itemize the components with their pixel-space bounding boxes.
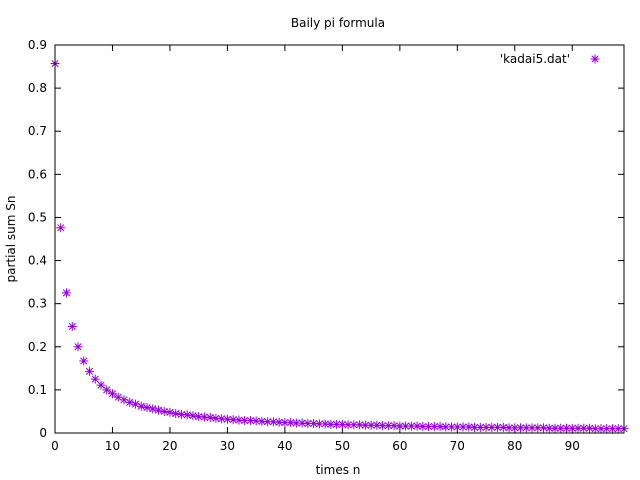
- legend-marker-symbol: [590, 54, 600, 64]
- data-point: [153, 405, 163, 415]
- data-point: [608, 424, 618, 434]
- axis-ticks: 0 10 20 30 40 50 60 70 80 90 0 0.1 0.2 0.3 0.4 0.5 0.6 0.…: [28, 38, 624, 453]
- data-point: [194, 412, 204, 422]
- data-point: [79, 356, 89, 366]
- data-point: [56, 223, 66, 233]
- y-tick-label: 0.6: [28, 167, 47, 181]
- x-tick-label: 90: [565, 439, 580, 453]
- data-point: [188, 411, 198, 421]
- x-tick-label: 80: [507, 439, 522, 453]
- y-tick-label: 0.9: [28, 38, 47, 52]
- x-tick-label: 20: [162, 439, 177, 453]
- x-tick-label: 10: [105, 439, 120, 453]
- data-point: [159, 406, 169, 416]
- data-point: [418, 422, 428, 432]
- data-point: [303, 419, 313, 429]
- data-point: [205, 412, 215, 422]
- data-point: [452, 422, 462, 432]
- y-axis-label: partial sum Sn: [4, 195, 18, 282]
- data-point: [251, 416, 261, 426]
- data-point: [355, 420, 365, 430]
- data-point: [125, 397, 135, 407]
- data-point: [165, 407, 175, 417]
- legend: 'kadai5.dat': [500, 52, 600, 66]
- y-tick-label: 0.4: [28, 254, 47, 268]
- data-point: [96, 380, 106, 390]
- data-point: [590, 424, 600, 434]
- data-point: [349, 420, 359, 430]
- y-tick-label: 0: [39, 426, 47, 440]
- plot-border: [54, 44, 625, 434]
- data-point: [326, 419, 336, 429]
- x-axis-label: times n: [316, 463, 361, 477]
- data-point: [136, 401, 146, 411]
- x-tick-label: 50: [335, 439, 350, 453]
- data-point: [148, 404, 158, 414]
- data-point: [320, 419, 330, 429]
- y-tick-label: 0.1: [28, 383, 47, 397]
- data-point: [107, 389, 117, 399]
- data-point: [550, 423, 560, 433]
- x-tick-label: 40: [277, 439, 292, 453]
- legend-marker: [590, 54, 600, 64]
- x-tick-label: 30: [220, 439, 235, 453]
- data-point: [182, 410, 192, 420]
- data-point: [171, 409, 181, 419]
- data-point: [61, 288, 71, 298]
- y-tick-label: 0.5: [28, 210, 47, 224]
- data-point: [142, 403, 152, 413]
- data-point: [562, 423, 572, 433]
- data-point: [539, 423, 549, 433]
- data-point: [245, 415, 255, 425]
- data-point: [263, 417, 273, 427]
- y-tick-label: 0.8: [28, 81, 47, 95]
- legend-label: 'kadai5.dat': [500, 52, 570, 66]
- y-tick-label: 0.7: [28, 124, 47, 138]
- x-tick-label: 0: [51, 439, 59, 453]
- data-point: [102, 385, 112, 395]
- data-point: [73, 342, 83, 352]
- data-point: [90, 374, 100, 384]
- data-point: [487, 422, 497, 432]
- y-tick-label: 0.2: [28, 340, 47, 354]
- x-tick-label: 70: [450, 439, 465, 453]
- x-tick-label: 60: [392, 439, 407, 453]
- data-point: [309, 419, 319, 429]
- data-point: [84, 366, 94, 376]
- chart-title: Baily pi formula: [291, 16, 385, 30]
- data-point: [67, 322, 77, 332]
- data-point: [337, 419, 347, 429]
- data-points: [50, 59, 629, 434]
- y-tick-label: 0.3: [28, 297, 47, 311]
